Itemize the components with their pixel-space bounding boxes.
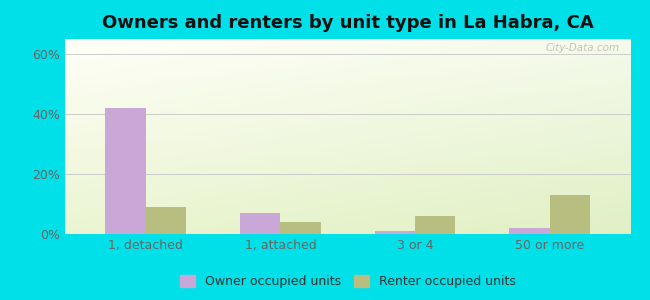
Bar	[280, 222, 321, 234]
Bar	[240, 213, 280, 234]
Bar	[550, 195, 590, 234]
Bar	[105, 108, 146, 234]
Bar	[146, 207, 186, 234]
Text: City-Data.com: City-Data.com	[545, 43, 619, 53]
Title: Owners and renters by unit type in La Habra, CA: Owners and renters by unit type in La Ha…	[102, 14, 593, 32]
Legend: Owner occupied units, Renter occupied units: Owner occupied units, Renter occupied un…	[180, 275, 515, 288]
Bar	[415, 216, 456, 234]
Bar	[374, 231, 415, 234]
Bar	[510, 228, 550, 234]
